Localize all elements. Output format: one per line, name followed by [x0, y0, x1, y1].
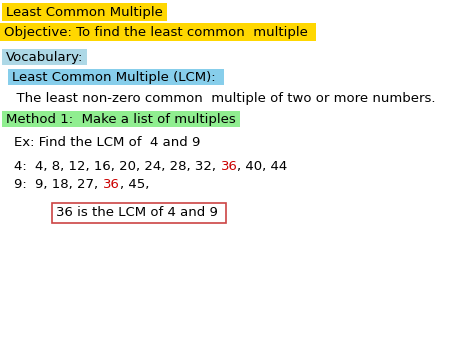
Text: The least non-zero common  multiple of two or more numbers.: The least non-zero common multiple of tw…: [8, 92, 436, 105]
Text: 9:: 9:: [14, 178, 35, 191]
Text: , 40, 44: , 40, 44: [238, 160, 288, 173]
Text: , 45,: , 45,: [120, 178, 149, 191]
FancyBboxPatch shape: [8, 69, 224, 85]
Text: Method 1:  Make a list of multiples: Method 1: Make a list of multiples: [6, 113, 236, 126]
Text: Least Common Multiple: Least Common Multiple: [6, 6, 163, 19]
Text: 36: 36: [103, 178, 120, 191]
FancyBboxPatch shape: [2, 111, 240, 127]
FancyBboxPatch shape: [0, 23, 316, 41]
FancyBboxPatch shape: [52, 203, 226, 223]
Text: 36 is the LCM of 4 and 9: 36 is the LCM of 4 and 9: [56, 206, 218, 219]
Text: 4:: 4:: [14, 160, 35, 173]
Text: Ex: Find the LCM of  4 and 9: Ex: Find the LCM of 4 and 9: [14, 136, 200, 149]
Text: 4, 8, 12, 16, 20, 24, 28, 32,: 4, 8, 12, 16, 20, 24, 28, 32,: [35, 160, 220, 173]
FancyBboxPatch shape: [2, 3, 167, 21]
FancyBboxPatch shape: [2, 49, 87, 65]
Text: 9, 18, 27,: 9, 18, 27,: [35, 178, 103, 191]
Text: Vocabulary:: Vocabulary:: [6, 51, 83, 64]
Text: 36: 36: [220, 160, 238, 173]
Text: Least Common Multiple (LCM):: Least Common Multiple (LCM):: [12, 71, 216, 84]
Text: Objective: To find the least common  multiple: Objective: To find the least common mult…: [4, 26, 308, 39]
